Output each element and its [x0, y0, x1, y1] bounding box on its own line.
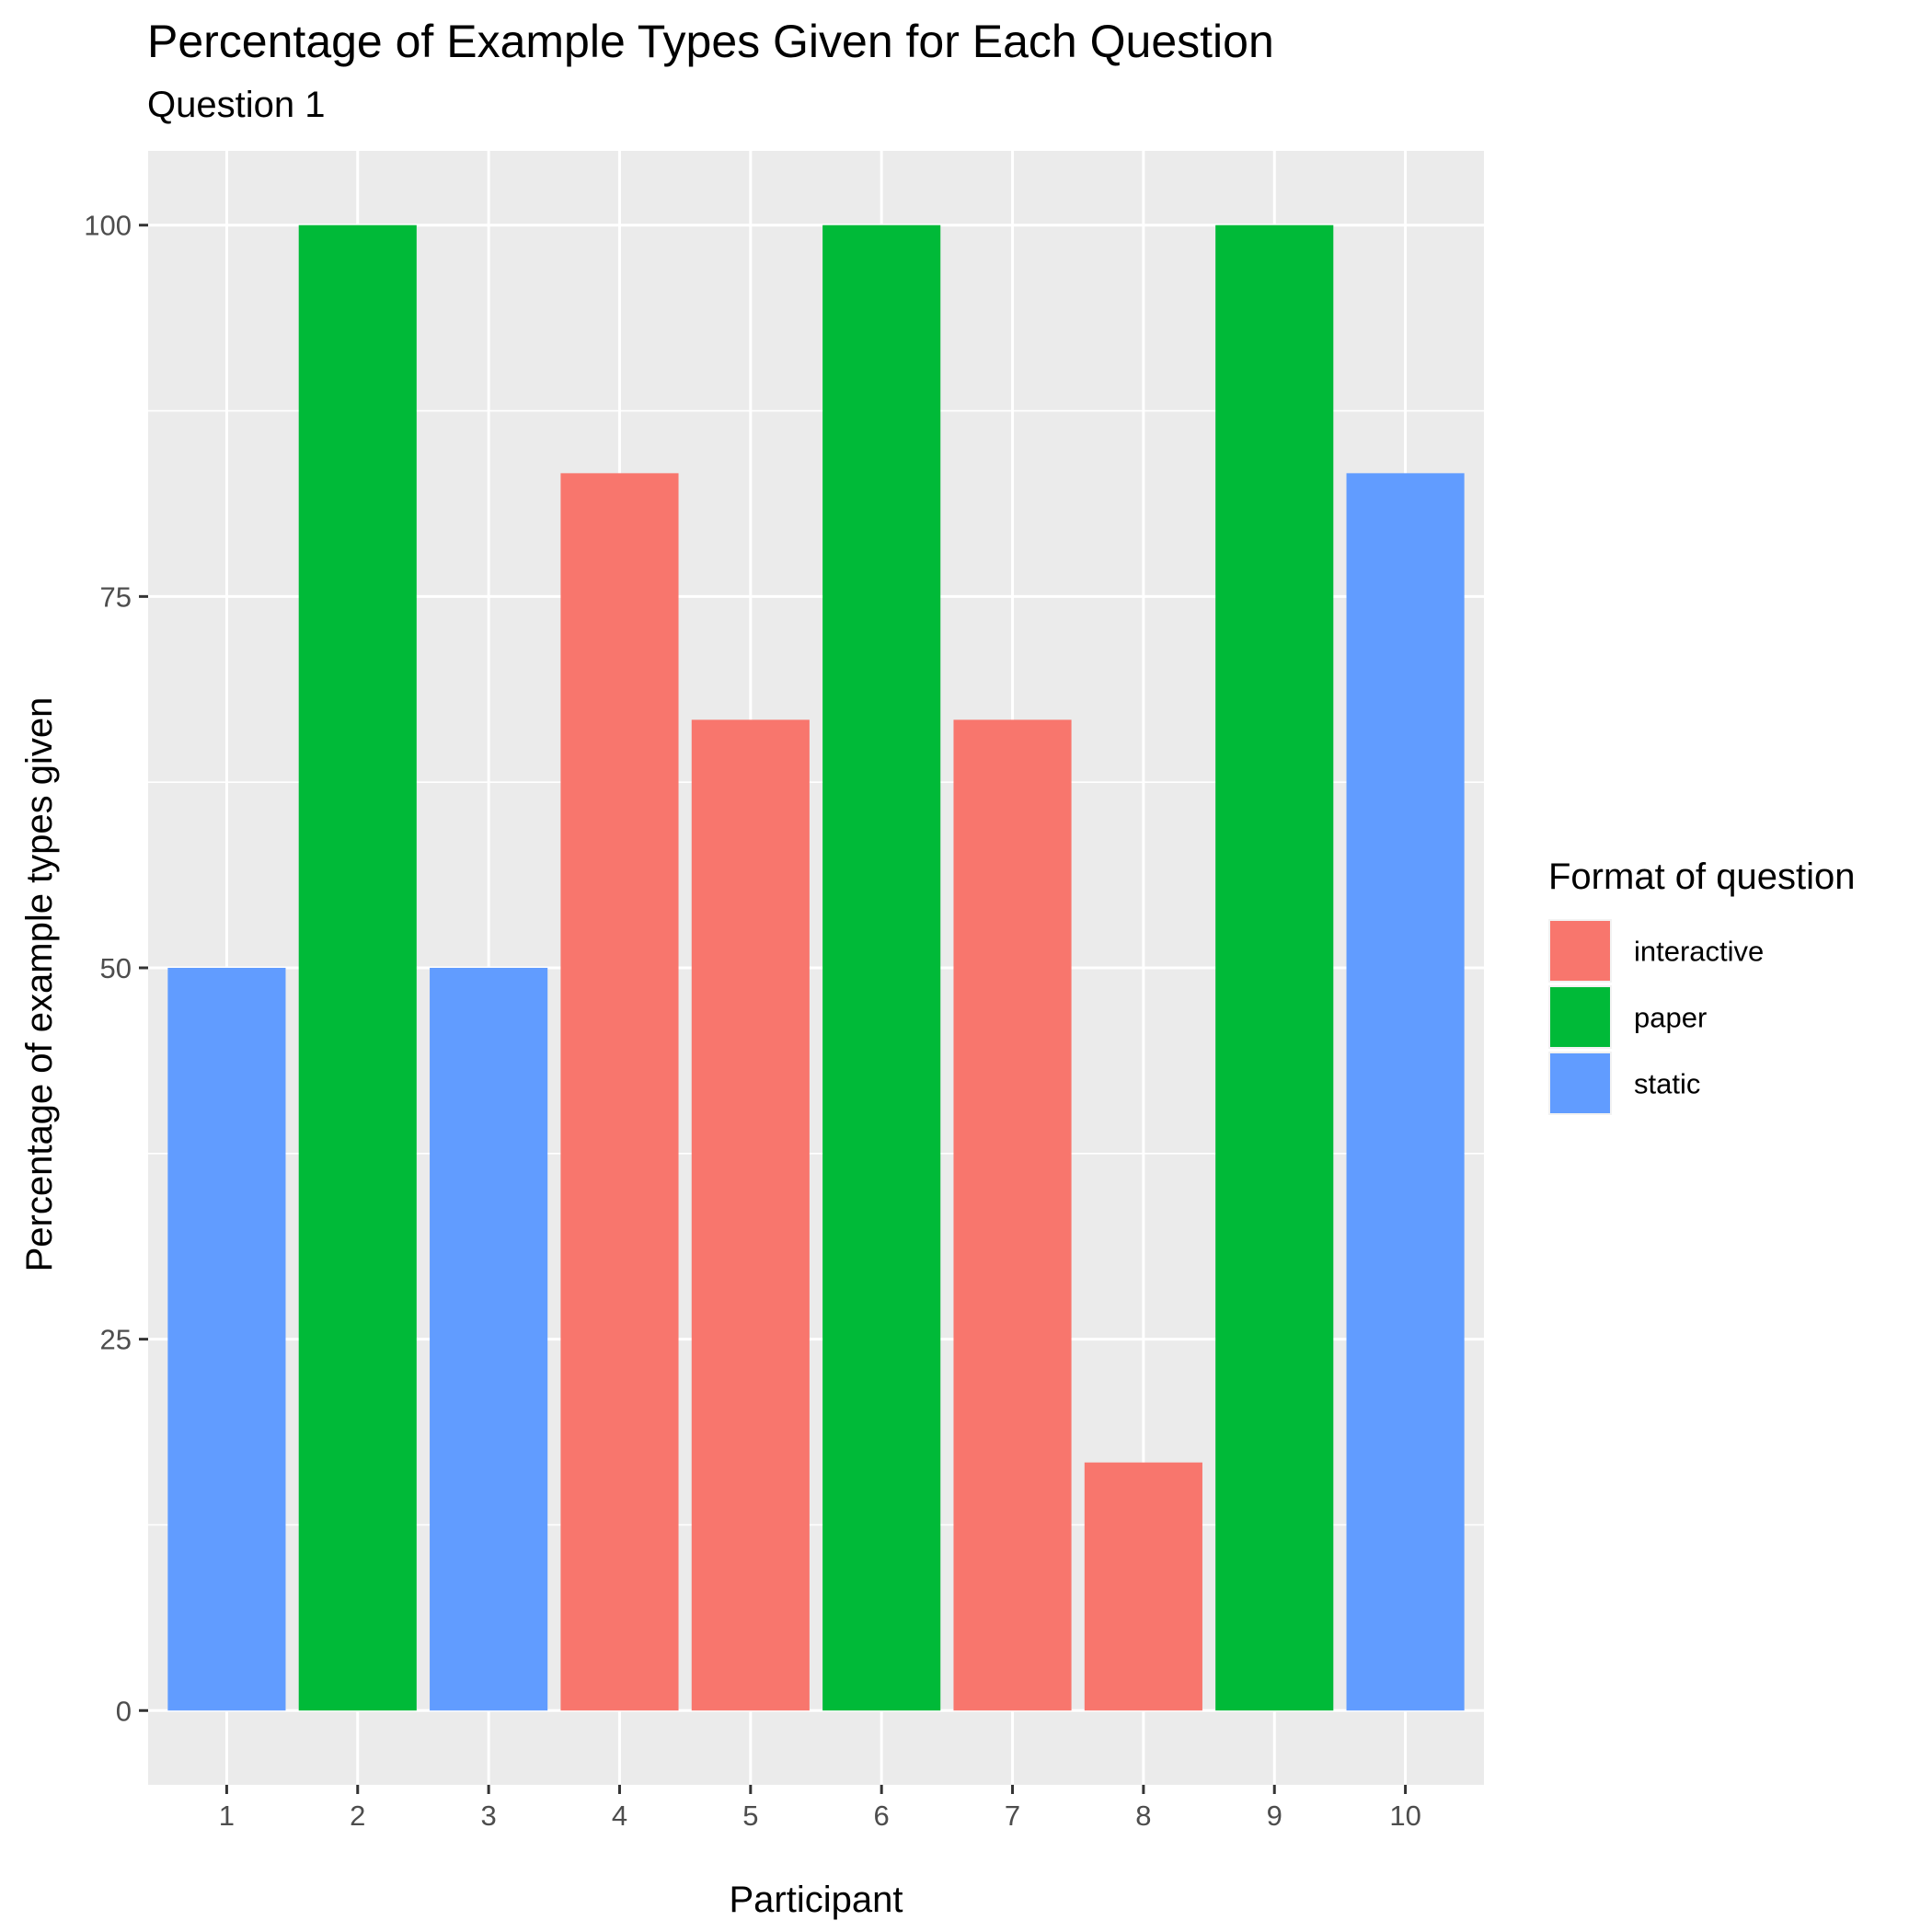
x-tick-label: 2 — [350, 1800, 365, 1832]
bar — [167, 968, 286, 1711]
legend-swatch-paper — [1550, 987, 1610, 1047]
bar — [1084, 1462, 1202, 1711]
x-tick-label: 8 — [1135, 1800, 1151, 1832]
bar — [298, 224, 417, 1711]
bar — [822, 224, 941, 1711]
y-tick-label: 75 — [100, 581, 132, 613]
bar — [560, 473, 679, 1711]
bars — [167, 224, 1465, 1711]
y-tick-label: 0 — [116, 1695, 132, 1727]
bar — [1215, 224, 1334, 1711]
x-tick-label: 7 — [1005, 1800, 1020, 1832]
legend-swatch-static — [1550, 1053, 1610, 1113]
y-axis-title: Percentage of example types given — [19, 697, 60, 1272]
x-tick-label: 5 — [742, 1800, 758, 1832]
y-tick-label: 50 — [100, 952, 132, 984]
legend-swatch-interactive — [1550, 921, 1610, 981]
x-tick-label: 1 — [219, 1800, 235, 1832]
bar — [691, 719, 810, 1711]
bar — [430, 968, 548, 1711]
y-tick-label: 100 — [84, 210, 132, 242]
x-tick-label: 3 — [480, 1800, 496, 1832]
legend-label-interactive: interactive — [1634, 936, 1764, 968]
legend: Format of question interactive paper stati… — [1548, 857, 1856, 1115]
x-axis-title: Participant — [730, 1880, 903, 1920]
chart-subtitle: Question 1 — [147, 85, 326, 125]
x-tick-label: 6 — [874, 1800, 890, 1832]
x-tick-label: 4 — [612, 1800, 627, 1832]
bar — [1346, 473, 1465, 1711]
x-tick-label: 10 — [1389, 1800, 1420, 1832]
legend-label-paper: paper — [1634, 1002, 1707, 1034]
y-tick-label: 25 — [100, 1324, 132, 1356]
chart-title: Percentage of Example Types Given for Ea… — [147, 16, 1274, 67]
bar — [953, 719, 1072, 1711]
axes: 0 25 50 75 100 1 2 3 4 5 6 7 8 9 10 — [84, 210, 1421, 1832]
legend-title: Format of question — [1548, 857, 1856, 897]
x-tick-label: 9 — [1267, 1800, 1282, 1832]
legend-label-static: static — [1634, 1068, 1700, 1100]
